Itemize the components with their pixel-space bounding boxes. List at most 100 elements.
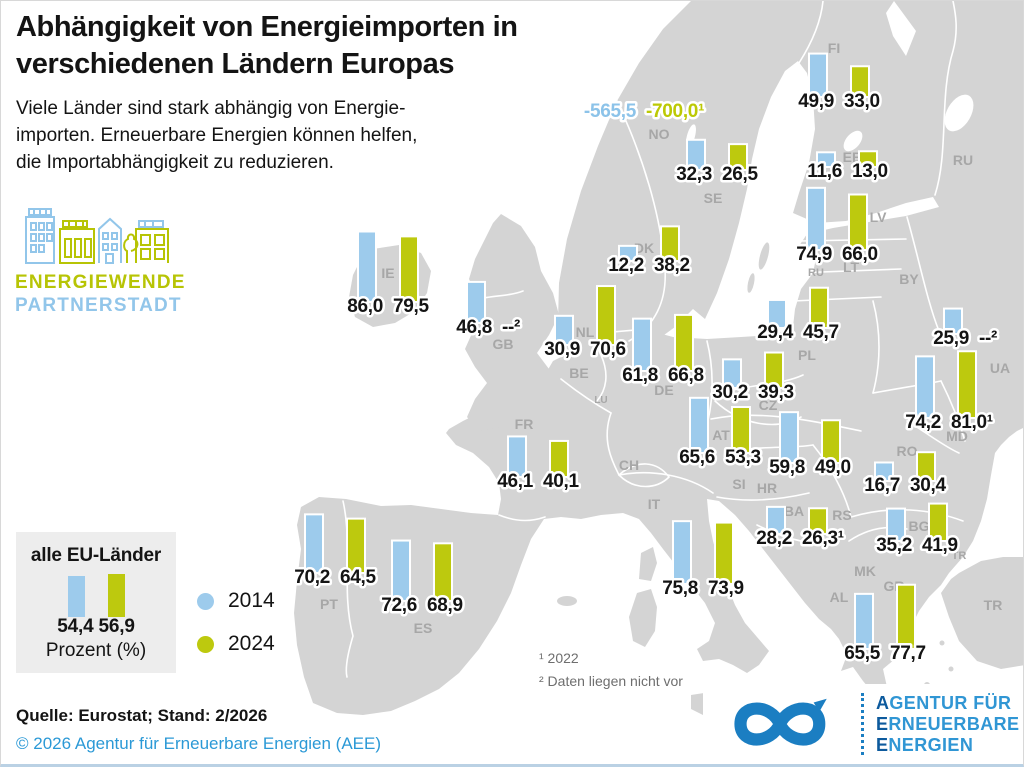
page-title: Abhängigkeit von Energieimporten in vers… — [16, 9, 518, 83]
mallorca — [557, 596, 577, 606]
country-group-BG: 35,2 41,9 — [874, 502, 961, 559]
value-2024-GB: --² — [502, 317, 520, 338]
danish-isle — [667, 305, 677, 313]
bar-2014-FR — [507, 435, 527, 478]
map-country-code: IT — [648, 496, 661, 512]
landmass-shapes — [294, 1, 1023, 757]
bar-2014-HU — [779, 411, 799, 464]
aee-wordmark-line: AGENTUR FÜR — [876, 692, 1012, 713]
country-group-RO: 16,7 30,4 — [862, 451, 949, 499]
value-2024-SE: 26,5 — [722, 164, 759, 185]
country-group-FR: 46,1 40,1 — [495, 435, 582, 495]
eu-bar-2024 — [107, 574, 125, 617]
gb-shape — [465, 214, 559, 431]
bar-2014-IT — [672, 520, 692, 586]
legend-label: 2014 — [228, 589, 275, 612]
bar-2024-BA — [808, 507, 828, 535]
copyright-line: © 2026 Agentur für Erneuerbare Energien … — [16, 734, 382, 753]
value-2014-NO: -565,5 — [584, 101, 637, 122]
legend-label: 2024 — [228, 632, 275, 655]
value-2024-RO: 30,4 — [910, 475, 947, 496]
country-group-MD: 74,2 81,0¹ — [903, 350, 996, 436]
value-2014-FR: 46,1 — [497, 471, 534, 492]
bar-2024-CZ — [764, 351, 784, 389]
value-2024-CZ: 39,3 — [758, 382, 794, 403]
country-group-NO: -565,5 -700,0¹ — [581, 99, 706, 125]
eu-average-box: alle EU-Länder 54,4 56,9 Prozent (%) — [16, 532, 176, 673]
bar-2024-FI — [850, 65, 870, 98]
map-country-code: NO — [649, 126, 670, 142]
bar-2014-DE — [632, 317, 652, 372]
country-group-ES: 72,6 68,9 — [379, 539, 466, 619]
bar-2014-GR — [854, 592, 874, 650]
bar-2024-RO — [916, 451, 936, 483]
map-country-code: PT — [320, 596, 338, 612]
aee-dotted-divider — [861, 693, 864, 755]
bar-2014-NL — [554, 314, 574, 347]
country-group-IE: 86,0 79,5 — [345, 230, 432, 320]
bar-2024-BG — [928, 502, 948, 543]
country-borders — [342, 1, 966, 678]
legend-dot-2024 — [197, 635, 214, 653]
aegean-island — [939, 640, 945, 646]
turkey-shape — [941, 557, 1023, 669]
city-skyline-icon — [25, 208, 169, 264]
map-country-code: HR — [757, 480, 777, 496]
map-country-code: BG — [909, 518, 930, 534]
map-country-code: TR — [984, 597, 1003, 613]
map-country-code: MD — [946, 428, 968, 444]
bar-2014-BG — [886, 507, 906, 543]
map-country-code: BY — [899, 271, 919, 287]
bar-2014-GB — [466, 280, 486, 324]
value-2014-FI: 49,9 — [798, 91, 834, 112]
value-2024-NL: 70,6 — [590, 339, 626, 360]
aegean-island — [948, 666, 954, 672]
value-2024-IT: 73,9 — [708, 578, 744, 599]
eu-box-bars — [16, 571, 176, 617]
country-group-HU: 59,8 49,0 — [767, 411, 854, 481]
map-country-code: RU — [808, 267, 824, 279]
map-country-code: MK — [854, 563, 876, 579]
aegean-island — [910, 658, 916, 664]
legend-item-2024: 2024 — [197, 632, 275, 656]
map-country-code: EE — [843, 149, 862, 165]
map-country-code: FR — [515, 416, 534, 432]
value-2014-DE: 61,8 — [622, 365, 658, 386]
value-2024-HU: 49,0 — [815, 457, 851, 478]
bar-2024-GR — [896, 583, 916, 650]
map-country-code: LU — [594, 395, 607, 406]
energiewende-partnerstadt-logo: ENERGIEWENDE PARTNERSTADT — [15, 199, 195, 317]
map-country-code: FI — [828, 40, 840, 56]
bar-2014-IE — [357, 230, 377, 303]
bar-2014-AT — [689, 396, 709, 454]
value-2024-PT: 64,5 — [340, 567, 377, 588]
bar-2024-NL — [596, 285, 616, 346]
value-2014-SE: 32,3 — [676, 164, 712, 185]
value-2014-IE: 86,0 — [347, 296, 383, 317]
map-country-code: ES — [414, 620, 433, 636]
value-2014-UA: 25,9 — [933, 328, 969, 349]
value-2014-HU: 59,8 — [769, 457, 805, 478]
value-2024-BA: 26,3¹ — [802, 528, 844, 549]
value-2024-MD: 81,0¹ — [951, 412, 993, 433]
value-2014-BG: 35,2 — [876, 535, 912, 556]
bar-2014-LT — [806, 186, 826, 251]
map-country-code: RU — [953, 152, 973, 168]
value-2014-AT: 65,6 — [679, 447, 715, 468]
value-2014-GR: 65,5 — [844, 643, 881, 664]
value-2024-LT: 66,0 — [842, 244, 878, 265]
map-country-code: LV — [870, 209, 888, 225]
bar-2014-UA — [943, 307, 963, 336]
bar-2014-BA — [766, 505, 786, 536]
eu-box-values: 54,4 56,9 — [16, 616, 176, 638]
map-country-code: SI — [732, 476, 745, 492]
country-group-EE: 11,6 13,0 — [805, 150, 891, 185]
footnotes: ¹ 2022 ² Daten liegen nicht vor — [539, 647, 683, 693]
source-line: Quelle: Eurostat; Stand: 2/2026 — [16, 706, 268, 725]
country-group-AT: 65,6 53,3 — [677, 396, 764, 471]
aee-logo: AGENTUR FÜR ERNEUERBARE ENERGIEN — [703, 684, 1023, 764]
map-country-code: AT — [712, 427, 730, 443]
country-group-DE: 61,8 66,8 — [620, 313, 707, 389]
value-2014-NL: 30,9 — [544, 339, 580, 360]
subtitle-line: importen. Erneuerbare Energien können he… — [16, 125, 418, 146]
